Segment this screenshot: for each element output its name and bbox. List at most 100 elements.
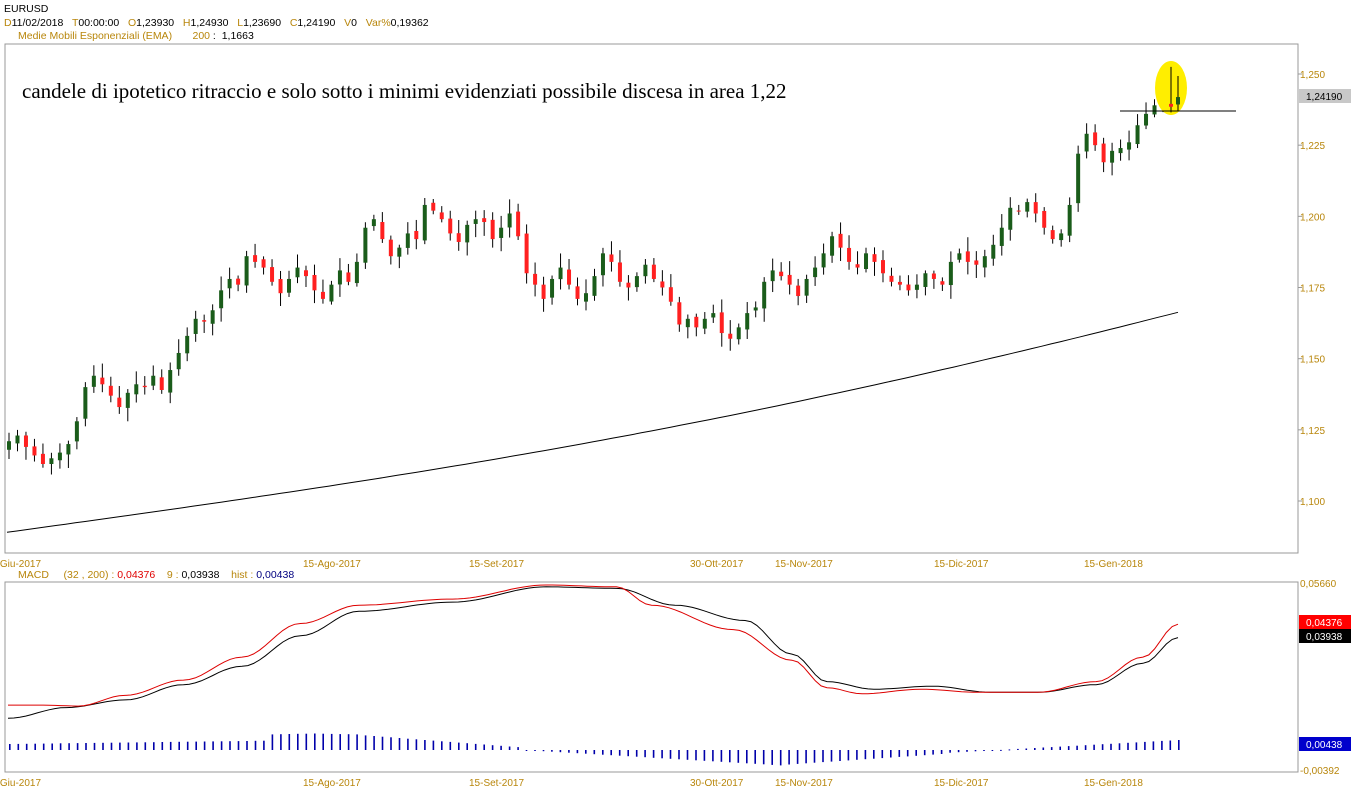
- hist-bar: [305, 733, 308, 750]
- hist-bar: [500, 745, 502, 750]
- candle: [804, 274, 809, 303]
- candle-body: [872, 254, 877, 262]
- hist-bar: [1000, 749, 1002, 751]
- candle-body: [533, 273, 538, 285]
- candle: [584, 279, 588, 311]
- hist-bar: [661, 750, 663, 759]
- candle: [1084, 123, 1089, 159]
- hist-bar: [585, 750, 587, 754]
- hist-bar: [407, 738, 409, 750]
- candle: [651, 258, 656, 283]
- candle-body: [100, 377, 105, 385]
- hist-bar: [119, 742, 121, 750]
- candle-body: [541, 284, 546, 299]
- candle-body: [813, 267, 818, 278]
- candle-body: [354, 261, 359, 284]
- hist-bar: [144, 742, 147, 750]
- candle-body: [465, 224, 470, 243]
- candle-body: [490, 219, 495, 240]
- candle-body: [1016, 210, 1021, 212]
- candle-body: [346, 272, 351, 282]
- price-y-axis: 1,250 1,225 1,200 1,175 1,150 1,125 1,100: [1298, 70, 1325, 508]
- candle: [346, 263, 351, 286]
- hist-bar: [830, 750, 833, 762]
- price-badge-bg: [1299, 89, 1351, 103]
- hist-bar: [746, 750, 748, 764]
- candle-body: [23, 435, 28, 447]
- candle-body: [261, 259, 266, 268]
- candle: [40, 443, 45, 468]
- candle-body: [134, 384, 139, 395]
- candle-body: [253, 255, 258, 262]
- candle: [948, 251, 953, 299]
- hist-bar: [678, 750, 680, 760]
- hist-bar: [695, 750, 697, 761]
- macd-legend: MACD (32 , 200) : 0,04376 9 : 0,03938 hi…: [18, 569, 295, 581]
- candle-body: [227, 278, 232, 289]
- candle-body: [753, 307, 758, 311]
- candle-body: [516, 211, 521, 237]
- candle-body: [762, 281, 767, 309]
- candle: [337, 258, 342, 297]
- candle-body: [617, 262, 622, 282]
- hist-bar: [254, 740, 257, 750]
- candle-body: [159, 377, 164, 390]
- candle: [533, 262, 538, 297]
- candle: [303, 265, 308, 288]
- candle-body: [168, 370, 173, 393]
- candle: [108, 376, 113, 403]
- macd-badge: 0,04376: [1306, 618, 1343, 629]
- price-x-axis: 5-Giu-2017 15-Ago-2017 15-Set-2017 30-Ott-2…: [0, 559, 1143, 570]
- hist-bar: [525, 750, 528, 751]
- candle: [15, 429, 20, 452]
- hist-bar: [415, 739, 418, 750]
- hist-bar: [1017, 748, 1019, 750]
- candle: [388, 235, 393, 265]
- candle: [202, 314, 207, 333]
- candle-body: [685, 318, 690, 328]
- hist-bar: [568, 750, 570, 753]
- candle-body: [108, 385, 113, 396]
- candle: [872, 247, 877, 276]
- hist-bar: [703, 750, 706, 761]
- signal-badge-bg: [1299, 629, 1351, 643]
- hist-bar: [1076, 745, 1078, 750]
- macd-axis-top: 0,05660: [1300, 579, 1337, 590]
- candle: [125, 389, 130, 422]
- candle: [931, 270, 936, 289]
- hist-bar: [381, 736, 384, 750]
- y-tick-label: 1,125: [1300, 426, 1325, 437]
- candle-body: [609, 254, 614, 262]
- hist-badge: 0,00438: [1306, 740, 1343, 751]
- candle: [957, 248, 962, 263]
- candle-body: [855, 264, 860, 268]
- candle: [660, 270, 665, 296]
- candle: [1144, 102, 1149, 130]
- ema-line-group: [6, 311, 1179, 533]
- candle: [499, 215, 504, 252]
- candle-body: [142, 385, 147, 388]
- candle-body: [422, 204, 427, 241]
- candle: [1101, 137, 1106, 173]
- candle: [134, 371, 139, 403]
- hist-bar: [466, 743, 468, 750]
- candle-body: [388, 239, 393, 257]
- candle-body: [1110, 150, 1115, 163]
- candle: [796, 278, 801, 306]
- candle-body: [236, 278, 241, 285]
- hist-bar: [110, 742, 113, 750]
- candle: [541, 276, 546, 312]
- candle: [711, 304, 716, 323]
- last-candles-group: [1169, 66, 1180, 113]
- hist-bar: [483, 744, 485, 750]
- candle: [1016, 204, 1021, 215]
- hist-bar: [474, 743, 477, 750]
- candle: [1135, 114, 1140, 149]
- candle-body: [176, 352, 181, 370]
- candle: [1067, 197, 1072, 243]
- candle: [914, 274, 919, 299]
- candle: [753, 301, 758, 318]
- hist-bar: [1169, 740, 1172, 750]
- candle-body: [499, 227, 504, 238]
- hist-bar: [246, 741, 248, 750]
